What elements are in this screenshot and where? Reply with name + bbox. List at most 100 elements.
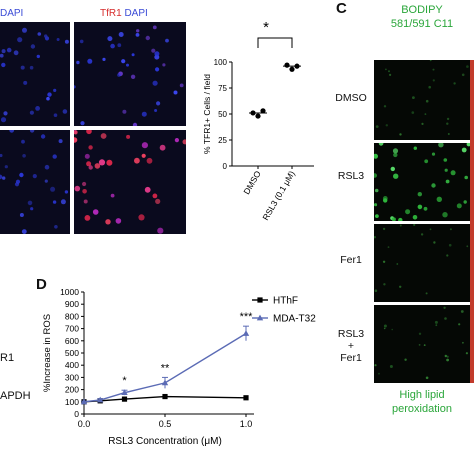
cell-spot <box>466 245 469 248</box>
cell-spot <box>382 260 386 263</box>
cell-spot <box>144 186 151 193</box>
cell-spot <box>383 198 388 203</box>
micrograph-bodipy-rsl3-fer1 <box>374 305 470 383</box>
dapi-header-right: DAPI <box>124 8 148 19</box>
cell-spot <box>74 130 78 135</box>
cell-spot <box>466 143 470 147</box>
cell-spot <box>40 134 46 139</box>
cell-spot <box>398 217 403 221</box>
cell-spot <box>102 57 106 62</box>
cell-spot <box>3 111 8 116</box>
cell-spot <box>432 68 435 71</box>
cell-spot <box>154 51 160 57</box>
cell-spot <box>121 59 126 64</box>
cell-spot <box>461 147 467 153</box>
cell-spot <box>17 37 23 43</box>
row-label-fer1: Fer1 <box>340 254 362 266</box>
cell-spot <box>404 358 407 361</box>
cell-spot <box>182 139 186 145</box>
cell-spot <box>446 122 449 125</box>
cell-spot <box>126 134 131 139</box>
cell-spot <box>54 225 58 229</box>
cell-spot <box>60 199 66 205</box>
cell-spot <box>134 157 140 164</box>
cell-spot <box>429 60 432 62</box>
cell-spot <box>446 117 450 121</box>
cell-spot <box>98 159 106 166</box>
footer-peroxidation: peroxidation <box>392 403 452 415</box>
cell-spot <box>396 263 399 265</box>
row-label-rsl3: RSL3 <box>337 170 365 182</box>
cell-spot <box>87 58 93 64</box>
cell-spot <box>79 39 84 44</box>
cell-spot <box>389 73 392 76</box>
cell-spot <box>425 292 428 295</box>
bodipy-title: BODIPY <box>401 4 443 16</box>
cell-spot <box>388 70 390 73</box>
cell-spot <box>100 133 107 139</box>
cell-spot <box>94 163 101 169</box>
cell-spot <box>152 193 158 199</box>
cell-spot <box>76 60 80 65</box>
blot-label-apdh: APDH <box>0 390 31 402</box>
cell-spot <box>378 372 380 375</box>
cell-spot <box>165 38 169 43</box>
cell-spot <box>463 200 467 204</box>
cell-spot <box>9 130 15 133</box>
cell-spot <box>399 285 402 288</box>
cell-spot <box>446 254 449 257</box>
data-point <box>250 110 256 116</box>
cell-spot <box>154 109 158 112</box>
cell-spot <box>88 145 93 150</box>
cell-spot <box>30 44 36 49</box>
cell-spot <box>29 110 34 115</box>
y-tick-label: 100 <box>65 397 79 407</box>
cell-spot <box>53 88 57 92</box>
data-point <box>289 66 295 72</box>
significance-annotation: *** <box>240 311 254 323</box>
cell-spot <box>155 67 160 72</box>
cell-spot <box>374 173 377 178</box>
cell-spot <box>383 327 386 330</box>
data-point <box>162 393 168 400</box>
cell-spot <box>47 92 52 97</box>
cell-spot <box>444 317 447 320</box>
cell-spot <box>423 206 428 211</box>
cell-spot <box>424 159 429 164</box>
dapi-header-left: DAPI <box>0 8 24 19</box>
cell-spot <box>44 179 48 183</box>
cell-spot <box>445 179 450 184</box>
cell-spot <box>411 111 415 114</box>
cell-spot <box>448 243 452 247</box>
cell-spot <box>374 236 377 239</box>
cell-spot <box>20 65 25 70</box>
cell-spot <box>88 165 93 170</box>
y-tick-label: 100 <box>214 58 228 67</box>
cell-spot <box>434 320 438 324</box>
data-point <box>121 389 128 396</box>
cell-spot <box>375 214 379 218</box>
cell-spot <box>118 32 124 37</box>
cell-spot <box>374 203 378 207</box>
cell-spot <box>86 130 92 135</box>
cell-spot <box>117 73 121 77</box>
cell-spot <box>110 193 115 198</box>
cell-spot <box>46 96 50 101</box>
cell-spot <box>458 323 461 326</box>
cell-spot <box>424 113 427 115</box>
cell-spot <box>374 289 378 292</box>
cell-spot <box>385 68 387 71</box>
cell-spot <box>399 224 402 227</box>
cell-spot <box>173 90 178 95</box>
cell-spot <box>115 218 122 224</box>
cell-spot <box>152 80 158 86</box>
tfr1-scatter-chart: * 0 25 50 75 100% TFR1+ Cells / field DMSORSL… <box>202 19 314 222</box>
cell-spot <box>429 228 432 231</box>
cell-spot <box>466 65 469 68</box>
cell-spot <box>393 152 398 158</box>
data-point <box>121 396 128 402</box>
cell-spot <box>432 79 435 82</box>
cell-spot <box>156 101 161 106</box>
y-tick-label: 0 <box>223 162 228 171</box>
data-point <box>284 62 290 68</box>
